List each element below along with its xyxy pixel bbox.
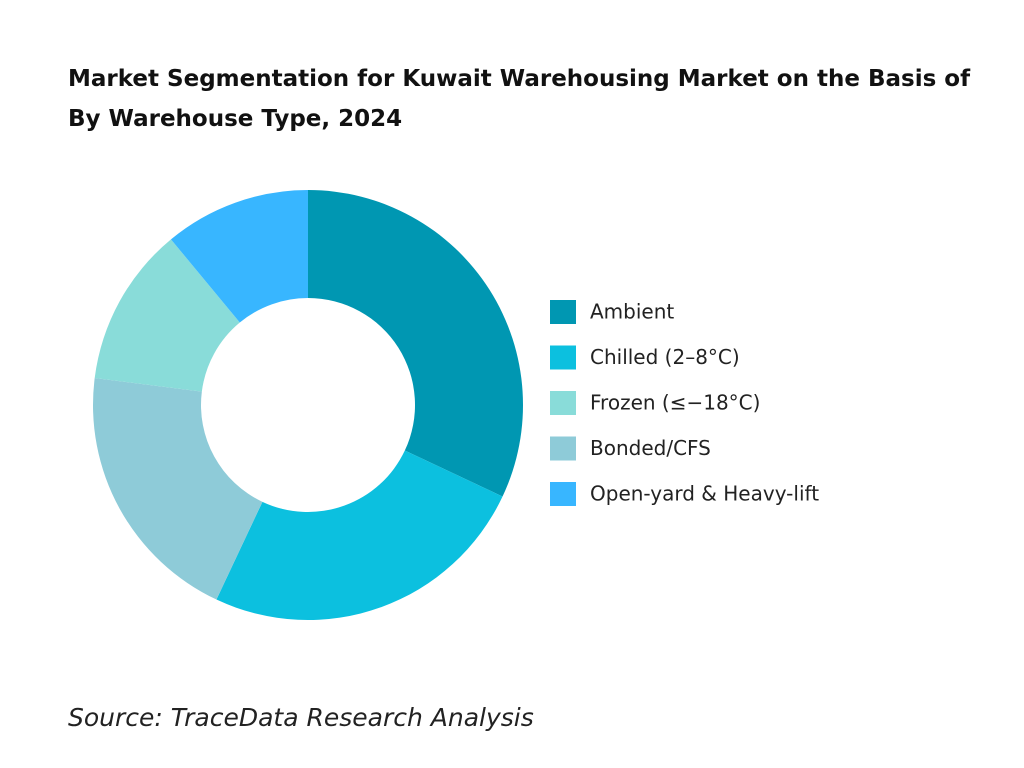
legend-swatch — [550, 391, 576, 415]
legend-swatch — [550, 436, 576, 461]
legend-swatch — [550, 300, 576, 324]
donut-segment — [308, 190, 523, 497]
legend-label: Ambient — [590, 300, 674, 324]
legend-label: Chilled (2–8°C) — [590, 345, 740, 369]
donut-segment — [170, 190, 308, 323]
legend-label: Frozen (≤−18°C) — [590, 391, 760, 415]
donut-segment — [94, 239, 240, 392]
source: Source: TraceData Research Analysis — [68, 703, 534, 732]
chart-title: Market Segmentation for Kuwait Warehousi… — [68, 66, 971, 132]
donut-segment — [216, 450, 503, 620]
donut-segment — [93, 378, 263, 600]
legend-swatch — [550, 345, 576, 370]
legend-label: Open-yard & Heavy-lift — [590, 482, 819, 506]
legend-label: Bonded/CFS — [590, 436, 711, 460]
legend-swatch — [550, 482, 576, 506]
